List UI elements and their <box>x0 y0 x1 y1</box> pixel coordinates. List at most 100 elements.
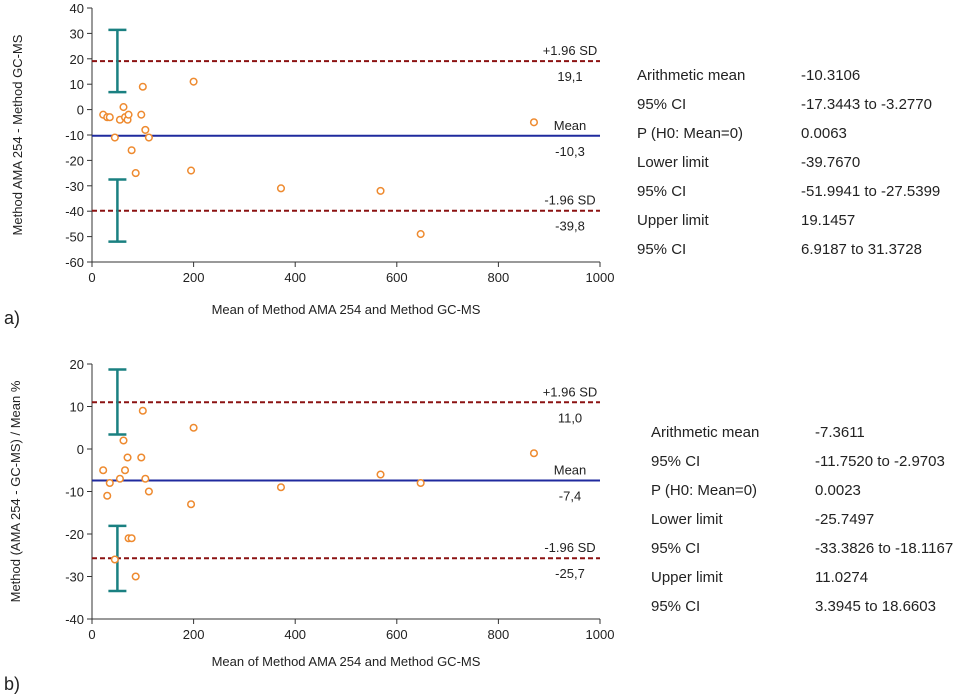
stats-value: 3.3945 to 18.6603 <box>815 598 936 615</box>
stats-row: 95% CI -11.7520 to -2.9703 <box>651 447 953 476</box>
stats-label: Lower limit <box>637 154 709 171</box>
panel-b-x-axis-label: Mean of Method AMA 254 and Method GC-MS <box>212 654 481 669</box>
panel-b-data-point <box>115 474 124 483</box>
panel-a-x-tick-label: 0 <box>88 270 95 285</box>
stats-label: 95% CI <box>637 241 687 258</box>
panel-b-data-point <box>103 491 112 500</box>
stats-label: 95% CI <box>637 96 687 113</box>
stats-row: Lower limit -25.7497 <box>651 505 953 534</box>
stats-label: P (H0: Mean=0) <box>637 125 744 142</box>
panel-b-data-point <box>376 470 385 479</box>
panel-b-lower-line-value: -25,7 <box>555 566 585 581</box>
panel-a-data-point <box>529 118 539 127</box>
stats-row: 95% CI -51.9941 to -27.5399 <box>637 177 940 206</box>
panel-a-y-tick-label: 40 <box>70 1 84 16</box>
panel-b-upper-line-value: 11,0 <box>558 410 582 425</box>
panel-a-data-point <box>119 103 128 112</box>
stats-table-a: Arithmetic mean -10.3106 95% CI -17.3443 to… <box>637 61 940 264</box>
stats-value: -11.7520 to -2.9703 <box>815 453 945 470</box>
stats-row: Lower limit -39.7670 <box>637 148 940 177</box>
panel-a-y-tick-label: 0 <box>77 103 84 118</box>
panel-b-data-point <box>144 487 153 496</box>
panel-a-data-point <box>144 133 153 142</box>
stats-value: -10.3106 <box>801 67 861 84</box>
panel-a-x-axis-label: Mean of Method AMA 254 and Method GC-MS <box>212 302 481 317</box>
panel-b-x-tick-label: 400 <box>284 627 306 642</box>
panel-b-data-point <box>127 534 136 543</box>
stats-value: -33.3826 to -18.1167 <box>815 540 954 557</box>
panel-a-x-tick-label: 1000 <box>586 270 615 285</box>
stats-row: 95% CI -17.3443 to -3.2770 <box>637 90 940 119</box>
panel-a-y-tick-label: -40 <box>65 204 84 219</box>
panel-b-y-tick-label: -20 <box>65 527 84 542</box>
stats-value: -39.7670 <box>801 154 861 171</box>
panel-b-data-point <box>187 500 196 509</box>
panel-b-y-tick-label: -30 <box>65 570 84 585</box>
stats-value: -51.9941 to -27.5399 <box>801 183 941 200</box>
panel-a-x-tick-label: 600 <box>386 270 408 285</box>
panel-a-data-point <box>138 82 147 91</box>
stats-label: 95% CI <box>651 540 701 557</box>
panel-b-data-point <box>110 555 119 564</box>
panel-a-x-tick-label: 800 <box>488 270 510 285</box>
stats-label: 95% CI <box>651 453 701 470</box>
panel-b-data-point <box>120 466 130 475</box>
panel-a-lower-line-label: -1.96 SD <box>544 193 595 208</box>
panel-a-y-tick-label: -60 <box>65 255 84 270</box>
stats-row: 95% CI 6.9187 to 31.3728 <box>637 235 940 264</box>
panel-b-y-tick-label: 0 <box>77 442 84 457</box>
panel-a-lower-line-value: -39,8 <box>555 219 585 234</box>
stats-row: P (H0: Mean=0) 0.0023 <box>651 476 953 505</box>
panel-b-x-tick-label: 600 <box>386 627 408 642</box>
panel-a-data-point <box>141 125 150 134</box>
panel-a-y-tick-label: 10 <box>70 77 84 92</box>
stats-value: 0.0063 <box>801 125 847 142</box>
panel-a-upper-line-label: +1.96 SD <box>543 43 598 58</box>
panel-b-y-tick-label: 20 <box>70 357 84 372</box>
panel-a-y-tick-label: 20 <box>70 52 84 67</box>
panel-b-x-tick-label: 0 <box>88 627 95 642</box>
panel-b-lower-line-label: -1.96 SD <box>544 540 595 555</box>
panel-a-y-tick-label: -50 <box>65 230 84 245</box>
stats-value: 0.0023 <box>815 482 861 499</box>
stats-value: -25.7497 <box>815 511 875 528</box>
stats-row: P (H0: Mean=0) 0.0063 <box>637 119 940 148</box>
stats-label: Lower limit <box>651 511 723 528</box>
panel-a-x-tick-label: 200 <box>183 270 205 285</box>
panel-b-x-tick-label: 200 <box>183 627 205 642</box>
stats-value: 6.9187 to 31.3728 <box>801 241 922 258</box>
panel-b-data-point <box>141 474 150 483</box>
panel-a-y-tick-label: 30 <box>70 26 84 41</box>
panel-a-data-point <box>276 184 286 193</box>
panel-a-data-point <box>189 77 198 86</box>
panel-b-data-point <box>119 436 128 445</box>
stats-label: Arithmetic mean <box>637 67 746 84</box>
stats-value: 11.0274 <box>815 569 869 586</box>
panel-a-data-point <box>127 146 136 155</box>
panel-b-y-axis-label: Method (AMA 254 - GC-MS) / Mean % <box>8 380 23 602</box>
stats-label: 95% CI <box>637 183 687 200</box>
panel-b-data-point <box>131 572 140 581</box>
panel-b-data-point <box>416 478 425 488</box>
stats-row: Arithmetic mean -10.3106 <box>637 61 940 90</box>
panel-a-y-tick-label: -20 <box>65 153 84 168</box>
panel-a-y-tick-label: -10 <box>65 128 84 143</box>
panel-a-data-point <box>131 169 140 178</box>
panel-a-mean-line-label: Mean <box>554 118 587 133</box>
panel-b-y-tick-label: 10 <box>70 400 84 415</box>
panel-a-data-point <box>416 230 425 239</box>
panel-a-data-point <box>110 133 119 142</box>
stats-label: Arithmetic mean <box>651 424 760 441</box>
stats-label: P (H0: Mean=0) <box>651 482 758 499</box>
panel-b-data-point <box>276 483 286 492</box>
panel-b-data-point <box>529 449 539 458</box>
panel-a-data-point <box>137 110 146 119</box>
stats-label: Upper limit <box>637 212 709 229</box>
stats-row: 95% CI -33.3826 to -18.1167 <box>651 534 953 563</box>
stats-row: Upper limit 11.0274 <box>651 563 953 592</box>
panel-a-upper-line-value: 19,1 <box>557 69 582 84</box>
panel-a-y-tick-label: -30 <box>65 179 84 194</box>
panel-b-tag: b) <box>4 674 20 694</box>
panel-b-data-point <box>189 423 198 432</box>
